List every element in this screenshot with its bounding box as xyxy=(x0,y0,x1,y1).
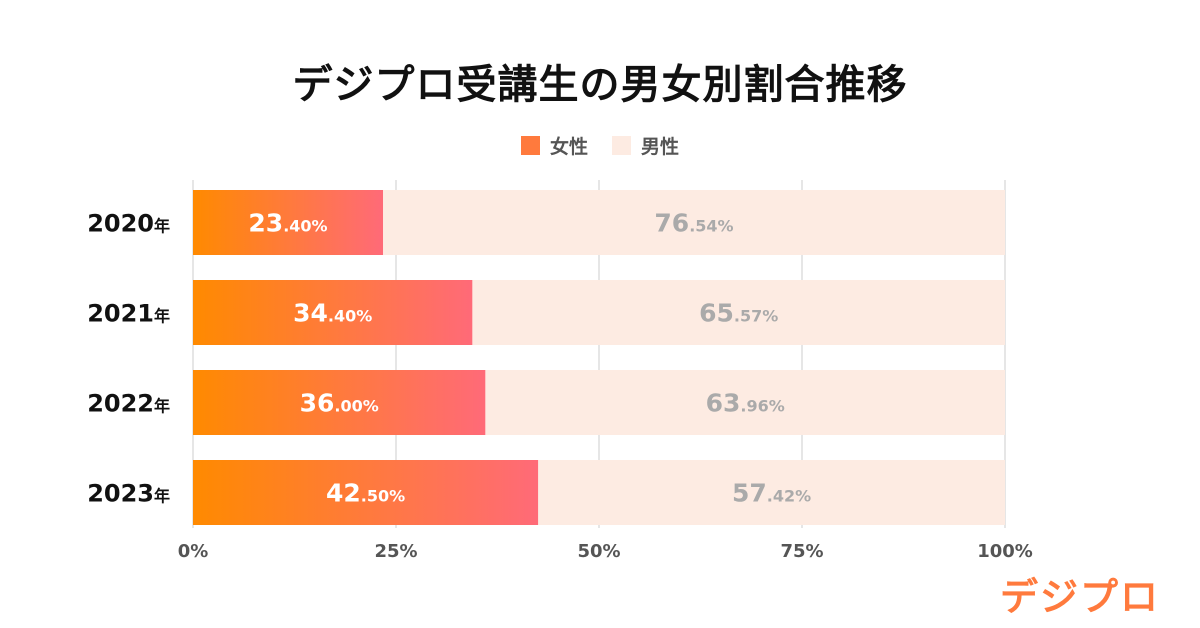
bar-male-value-label: 76.54% xyxy=(654,209,733,238)
legend-item-male: 男性 xyxy=(612,132,679,159)
bar-female-value-label: 36.00% xyxy=(300,389,379,418)
bar-male-value-label: 65.57% xyxy=(699,299,778,328)
bar-female xyxy=(193,370,486,435)
y-category-label: 2021年 xyxy=(87,300,170,328)
bar-female-value-label: 42.50% xyxy=(326,479,405,508)
bar-female xyxy=(193,280,473,345)
bar-male-value-label: 57.42% xyxy=(732,479,811,508)
bar-male xyxy=(538,460,1005,525)
bar-male xyxy=(383,190,1005,255)
x-tick-label: 100% xyxy=(977,541,1033,562)
bar-male-value-label: 63.96% xyxy=(706,389,785,418)
legend-swatch-male xyxy=(612,136,631,155)
bar-female xyxy=(193,460,539,525)
x-tick-label: 0% xyxy=(178,541,209,562)
bar-male xyxy=(485,370,1005,435)
x-tick-label: 75% xyxy=(780,541,823,562)
y-category-label: 2020年 xyxy=(87,210,170,238)
legend-label-male: 男性 xyxy=(641,136,680,158)
y-category-label: 2022年 xyxy=(87,390,170,418)
x-tick-label: 50% xyxy=(577,541,620,562)
bar-male xyxy=(472,280,1005,345)
bar-female-value-label: 23.40% xyxy=(248,209,327,238)
bar-female-value-label: 34.40% xyxy=(293,299,372,328)
legend: 女性 男性 xyxy=(0,132,1200,159)
brand-logo: デジプロ xyxy=(999,575,1160,619)
legend-swatch-female xyxy=(520,136,540,155)
chart-title: デジプロ受講生の男女別割合推移 xyxy=(292,62,908,108)
bar-female xyxy=(193,190,384,255)
legend-label-female: 女性 xyxy=(549,136,588,158)
legend-item-female: 女性 xyxy=(520,132,588,159)
y-category-label: 2023年 xyxy=(87,480,170,508)
x-tick-label: 25% xyxy=(374,541,417,562)
